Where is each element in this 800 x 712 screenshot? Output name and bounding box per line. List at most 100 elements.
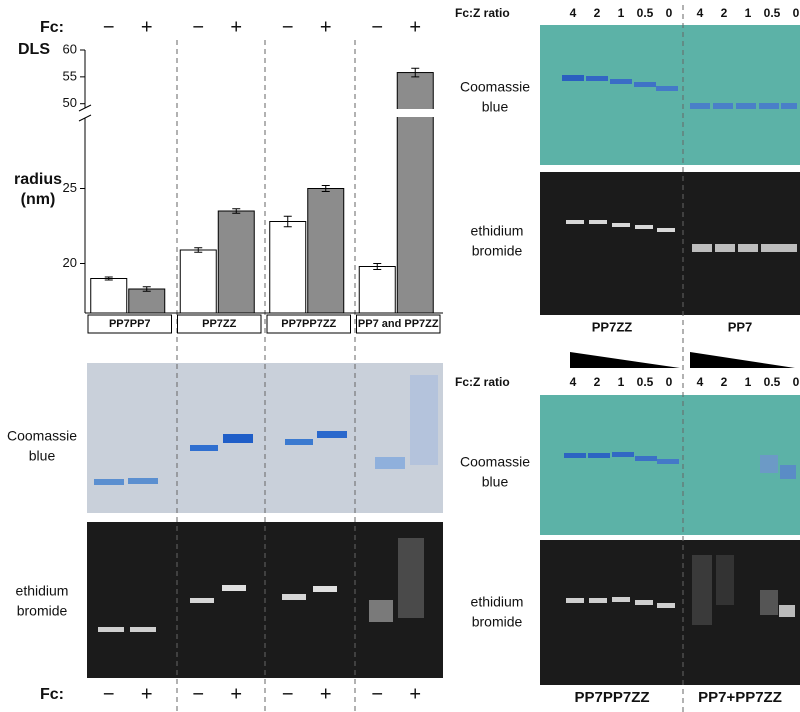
panel-name: PP7ZZ: [592, 319, 633, 334]
legend-entry: −: [103, 683, 115, 705]
ratio-value: 2: [721, 375, 728, 389]
bar: [217, 210, 255, 314]
gel-label: blue: [29, 448, 56, 464]
ratio-value: 0: [666, 6, 673, 20]
ratio-value: 0.5: [764, 375, 781, 389]
ratio-label: Fc:Z ratio: [455, 375, 510, 389]
ratio-value: 0: [793, 6, 800, 20]
coomassie-gel-bottom: [540, 395, 800, 535]
x-tick-label: PP7PP7ZZ: [281, 318, 336, 330]
bar: [128, 288, 166, 314]
gel-label: bromide: [472, 243, 523, 259]
ratio-value: 1: [745, 375, 752, 389]
y-tick-label: 20: [63, 255, 77, 270]
panel-name: PP7+PP7ZZ: [698, 689, 782, 706]
y-tick-label: 50: [63, 95, 77, 110]
gradient-wedge: [570, 352, 680, 368]
ratio-value: 4: [697, 6, 704, 20]
ratio-value: 2: [594, 6, 601, 20]
gradient-wedge: [690, 352, 795, 368]
category-box: [177, 314, 262, 334]
legend-entry: −: [192, 683, 204, 705]
error-bar: [194, 247, 203, 253]
panel-label: DLS: [18, 41, 50, 58]
legend-entry: +: [141, 16, 153, 38]
error-bar: [232, 208, 241, 214]
gel-label: bromide: [472, 614, 523, 630]
ratio-value: 4: [570, 375, 577, 389]
category-box: [87, 314, 172, 334]
bar: [396, 72, 434, 314]
ratio-label: Fc:Z ratio: [455, 6, 510, 20]
legend-entry: +: [320, 16, 332, 38]
error-bar: [104, 276, 113, 281]
ratio-value: 1: [618, 6, 625, 20]
legend-entry: −: [103, 16, 115, 38]
legend-entry: +: [409, 683, 421, 705]
ethidium-gel-bottom: [540, 540, 800, 685]
ethidium-gel-top: [540, 172, 800, 315]
panel-name: PP7: [728, 319, 753, 334]
bar: [90, 278, 128, 314]
bar: [269, 221, 307, 314]
ratio-value: 0: [666, 375, 673, 389]
legend-title: Fc:: [40, 686, 64, 703]
error-bar: [411, 67, 420, 78]
error-bar: [321, 185, 330, 192]
ratio-value: 4: [570, 6, 577, 20]
y-label: (nm): [21, 191, 56, 208]
ratio-value: 0.5: [637, 375, 654, 389]
legend-entry: −: [282, 683, 294, 705]
panel-name: PP7PP7ZZ: [574, 689, 649, 706]
ratio-value: 0.5: [764, 6, 781, 20]
error-bar: [283, 215, 292, 228]
coomassie-gel-top: [540, 25, 800, 165]
gel-bands: [94, 375, 438, 632]
separators: [176, 5, 684, 712]
legend-entry: −: [371, 16, 383, 38]
gel-label: ethidium: [471, 223, 524, 239]
axis-break: [78, 104, 92, 112]
y-tick-label: 60: [63, 41, 77, 56]
gel-label: bromide: [17, 603, 68, 619]
gel-bands: [562, 75, 797, 625]
ratio-value: 1: [745, 6, 752, 20]
legend-entry: −: [192, 16, 204, 38]
gel-label: blue: [482, 474, 509, 490]
gel-label: Coomassie: [460, 454, 530, 470]
legend-entry: +: [230, 16, 242, 38]
legend-entry: −: [282, 16, 294, 38]
gel-label: ethidium: [471, 594, 524, 610]
y-tick-label: 25: [63, 180, 77, 195]
ratio-value: 1: [618, 375, 625, 389]
legend-entry: +: [230, 683, 242, 705]
ratio-value: 2: [594, 375, 601, 389]
x-tick-label: PP7 and PP7ZZ: [358, 318, 439, 330]
error-bar: [142, 286, 151, 292]
y-label: radius: [14, 171, 62, 188]
ratio-value: 4: [697, 375, 704, 389]
bar: [307, 188, 345, 314]
legend-entry: +: [320, 683, 332, 705]
x-tick-label: PP7PP7: [109, 318, 151, 330]
legend-entry: +: [409, 16, 421, 38]
legend-entry: −: [371, 683, 383, 705]
ratio-value: 0: [793, 375, 800, 389]
error-bar: [373, 263, 382, 270]
category-box: [266, 314, 351, 334]
legend-entry: +: [141, 683, 153, 705]
category-box: [356, 314, 441, 334]
gel-label: blue: [482, 99, 509, 115]
ratio-value: 0.5: [637, 6, 654, 20]
break-gap: [396, 109, 435, 117]
axis-break: [78, 114, 92, 122]
ratio-value: 2: [721, 6, 728, 20]
gel-label: Coomassie: [460, 79, 530, 95]
x-tick-label: PP7ZZ: [202, 318, 237, 330]
bar: [179, 249, 217, 314]
y-tick-label: 55: [63, 68, 77, 83]
gel-label: ethidium: [16, 583, 69, 599]
legend-title: Fc:: [40, 19, 64, 36]
gel-label: Coomassie: [7, 428, 77, 444]
